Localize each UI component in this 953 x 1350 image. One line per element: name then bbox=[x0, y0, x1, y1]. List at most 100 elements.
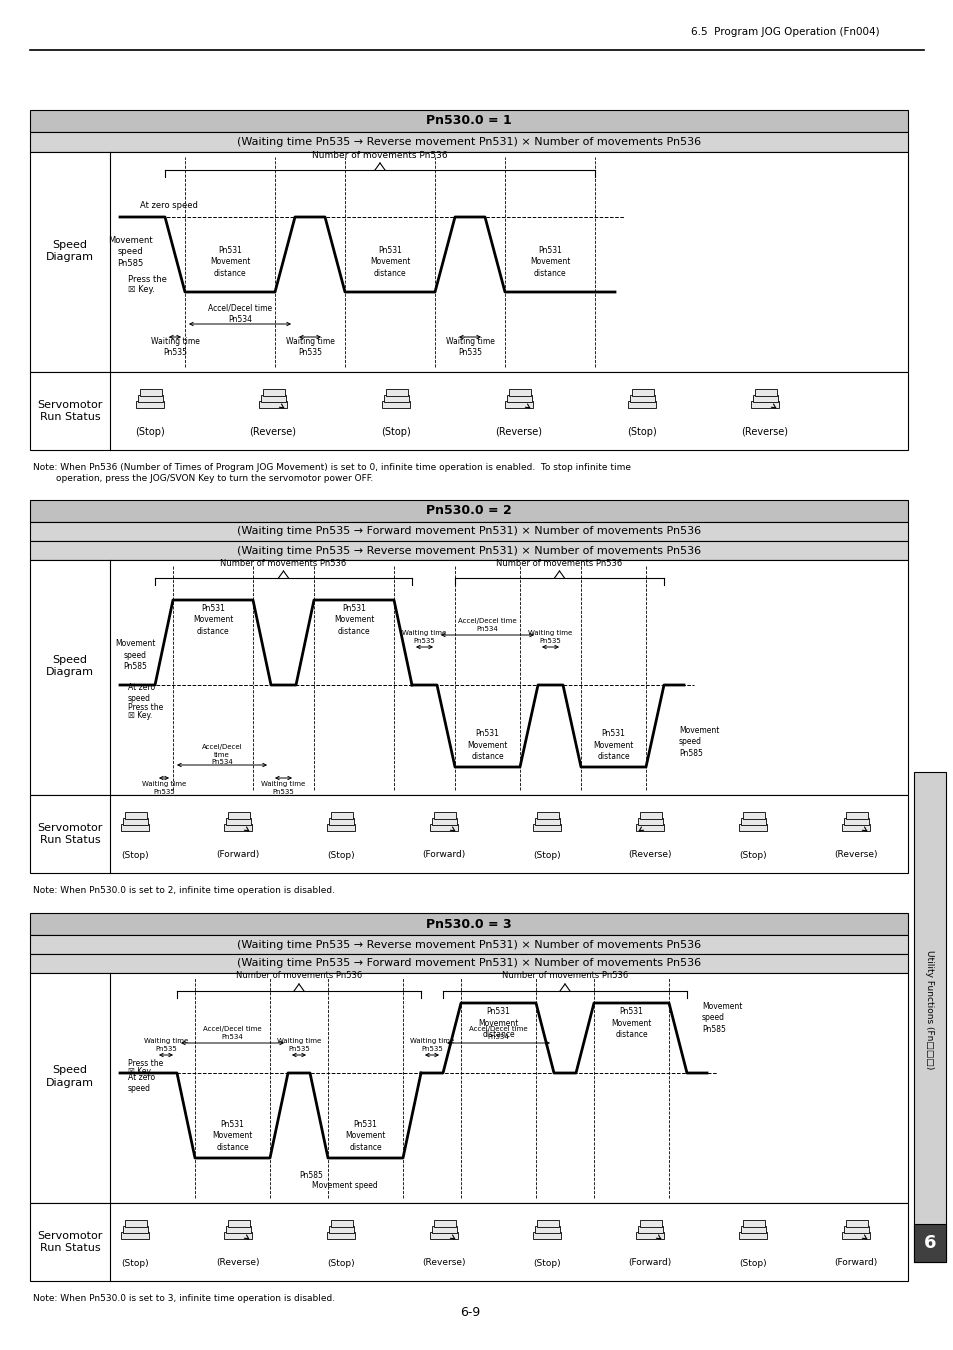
Text: Waiting time
Pn535: Waiting time Pn535 bbox=[261, 782, 305, 795]
Text: 6-9: 6-9 bbox=[459, 1305, 479, 1319]
Bar bbox=[739, 1233, 766, 1239]
Text: Pn531
Movement
distance: Pn531 Movement distance bbox=[213, 1120, 253, 1152]
Text: (Reverse): (Reverse) bbox=[422, 1258, 465, 1268]
Text: (Reverse): (Reverse) bbox=[628, 850, 671, 860]
Bar bbox=[629, 396, 655, 402]
Text: (Waiting time Pn535 → Reverse movement Pn531) × Number of movements Pn536: (Waiting time Pn535 → Reverse movement P… bbox=[236, 136, 700, 147]
Bar bbox=[627, 401, 656, 408]
Text: Number of movements Pn536: Number of movements Pn536 bbox=[496, 559, 622, 567]
Text: At zero speed: At zero speed bbox=[140, 201, 197, 209]
Bar bbox=[30, 500, 907, 522]
Bar bbox=[742, 811, 764, 819]
Bar bbox=[537, 811, 558, 819]
Text: ☒ Key.: ☒ Key. bbox=[128, 285, 154, 293]
Text: (Stop): (Stop) bbox=[327, 1258, 355, 1268]
Text: (Reverse): (Reverse) bbox=[740, 427, 788, 437]
Text: Utility Functions (Fn□□□): Utility Functions (Fn□□□) bbox=[924, 950, 934, 1069]
Bar bbox=[331, 811, 353, 819]
Bar bbox=[329, 1226, 354, 1233]
Bar bbox=[434, 811, 456, 819]
Text: Pn530.0 = 1: Pn530.0 = 1 bbox=[426, 115, 512, 127]
Bar bbox=[30, 522, 907, 541]
Bar bbox=[845, 811, 867, 819]
Text: Note: When Pn530.0 is set to 2, infinite time operation is disabled.: Note: When Pn530.0 is set to 2, infinite… bbox=[33, 886, 335, 895]
Text: Accel/Decel time
Pn534: Accel/Decel time Pn534 bbox=[457, 618, 517, 632]
Text: (Reverse): (Reverse) bbox=[250, 427, 296, 437]
Bar bbox=[123, 818, 148, 825]
Text: ☒ Key.: ☒ Key. bbox=[128, 711, 152, 721]
Text: Pn531
Movement
distance: Pn531 Movement distance bbox=[193, 605, 233, 636]
Bar bbox=[740, 1226, 765, 1233]
Text: Movement
speed
Pn585: Movement speed Pn585 bbox=[701, 1003, 741, 1034]
Text: Waiting time
Pn535: Waiting time Pn535 bbox=[528, 630, 572, 644]
Text: Waiting time
Pn535: Waiting time Pn535 bbox=[445, 338, 494, 356]
Bar bbox=[636, 824, 663, 832]
Text: Speed
Diagram: Speed Diagram bbox=[46, 240, 94, 262]
Bar bbox=[841, 1233, 869, 1239]
Text: Movement speed: Movement speed bbox=[312, 1181, 377, 1191]
Bar bbox=[537, 1220, 558, 1227]
Bar bbox=[327, 824, 355, 832]
Bar bbox=[631, 389, 654, 396]
Text: (Stop): (Stop) bbox=[121, 1258, 149, 1268]
Bar bbox=[224, 824, 252, 832]
Bar bbox=[226, 818, 251, 825]
Bar bbox=[843, 1226, 868, 1233]
Bar bbox=[224, 1233, 252, 1239]
Bar bbox=[843, 818, 868, 825]
Text: Pn530.0 = 3: Pn530.0 = 3 bbox=[426, 918, 511, 930]
Bar bbox=[430, 1233, 457, 1239]
Bar bbox=[30, 913, 907, 936]
Text: (Stop): (Stop) bbox=[327, 850, 355, 860]
Text: Waiting time
Pn535: Waiting time Pn535 bbox=[276, 1038, 321, 1052]
Text: Waiting time
Pn535: Waiting time Pn535 bbox=[142, 782, 186, 795]
Bar bbox=[123, 1226, 148, 1233]
Text: 6.5  Program JOG Operation (Fn004): 6.5 Program JOG Operation (Fn004) bbox=[691, 27, 879, 36]
Text: Accel/Decel time
Pn534: Accel/Decel time Pn534 bbox=[203, 1026, 261, 1040]
Text: Waiting time
Pn535: Waiting time Pn535 bbox=[285, 338, 335, 356]
Bar bbox=[30, 795, 907, 873]
Bar bbox=[740, 818, 765, 825]
Bar bbox=[121, 1233, 149, 1239]
Text: (Stop): (Stop) bbox=[533, 850, 560, 860]
Text: Servomotor
Run Status: Servomotor Run Status bbox=[37, 1231, 103, 1253]
Bar bbox=[121, 824, 149, 832]
Bar bbox=[913, 772, 945, 1262]
Text: (Stop): (Stop) bbox=[739, 1258, 766, 1268]
Bar bbox=[636, 1233, 663, 1239]
Text: 6: 6 bbox=[923, 1234, 935, 1251]
Bar bbox=[913, 1224, 945, 1262]
Text: Waiting time
Pn535: Waiting time Pn535 bbox=[144, 1038, 188, 1052]
Text: Waiting time
Pn535: Waiting time Pn535 bbox=[410, 1038, 454, 1052]
Text: Accel/Decel
time
Pn534: Accel/Decel time Pn534 bbox=[201, 744, 242, 765]
Text: Press the: Press the bbox=[128, 702, 163, 711]
Text: (Forward): (Forward) bbox=[834, 1258, 877, 1268]
Bar bbox=[30, 560, 907, 795]
Text: Movement
speed
Pn585: Movement speed Pn585 bbox=[679, 726, 719, 757]
Bar bbox=[432, 1226, 456, 1233]
Text: ☒ Key.: ☒ Key. bbox=[128, 1068, 152, 1076]
Text: Number of movements Pn536: Number of movements Pn536 bbox=[501, 972, 627, 980]
Text: (Forward): (Forward) bbox=[216, 850, 259, 860]
Bar bbox=[30, 373, 907, 450]
Text: At zero
speed: At zero speed bbox=[128, 683, 155, 703]
Bar bbox=[381, 401, 410, 408]
Bar bbox=[30, 132, 907, 153]
Bar bbox=[30, 153, 907, 373]
Text: Press the: Press the bbox=[128, 275, 167, 285]
Bar bbox=[742, 1220, 764, 1227]
Text: (Reverse): (Reverse) bbox=[833, 850, 877, 860]
Text: Accel/Decel time
Pn534: Accel/Decel time Pn534 bbox=[208, 304, 272, 324]
Text: Pn531
Movement
distance: Pn531 Movement distance bbox=[593, 729, 633, 760]
Bar bbox=[533, 1233, 560, 1239]
Bar bbox=[226, 1226, 251, 1233]
Text: Pn531
Movement
distance: Pn531 Movement distance bbox=[467, 729, 507, 760]
Bar bbox=[258, 401, 287, 408]
Bar bbox=[331, 1220, 353, 1227]
Text: Waiting time
Pn535: Waiting time Pn535 bbox=[402, 630, 446, 644]
Bar bbox=[30, 109, 907, 132]
Bar bbox=[329, 818, 354, 825]
Bar bbox=[140, 389, 162, 396]
Text: (Waiting time Pn535 → Reverse movement Pn531) × Number of movements Pn536: (Waiting time Pn535 → Reverse movement P… bbox=[236, 545, 700, 555]
Text: (Reverse): (Reverse) bbox=[495, 427, 542, 437]
